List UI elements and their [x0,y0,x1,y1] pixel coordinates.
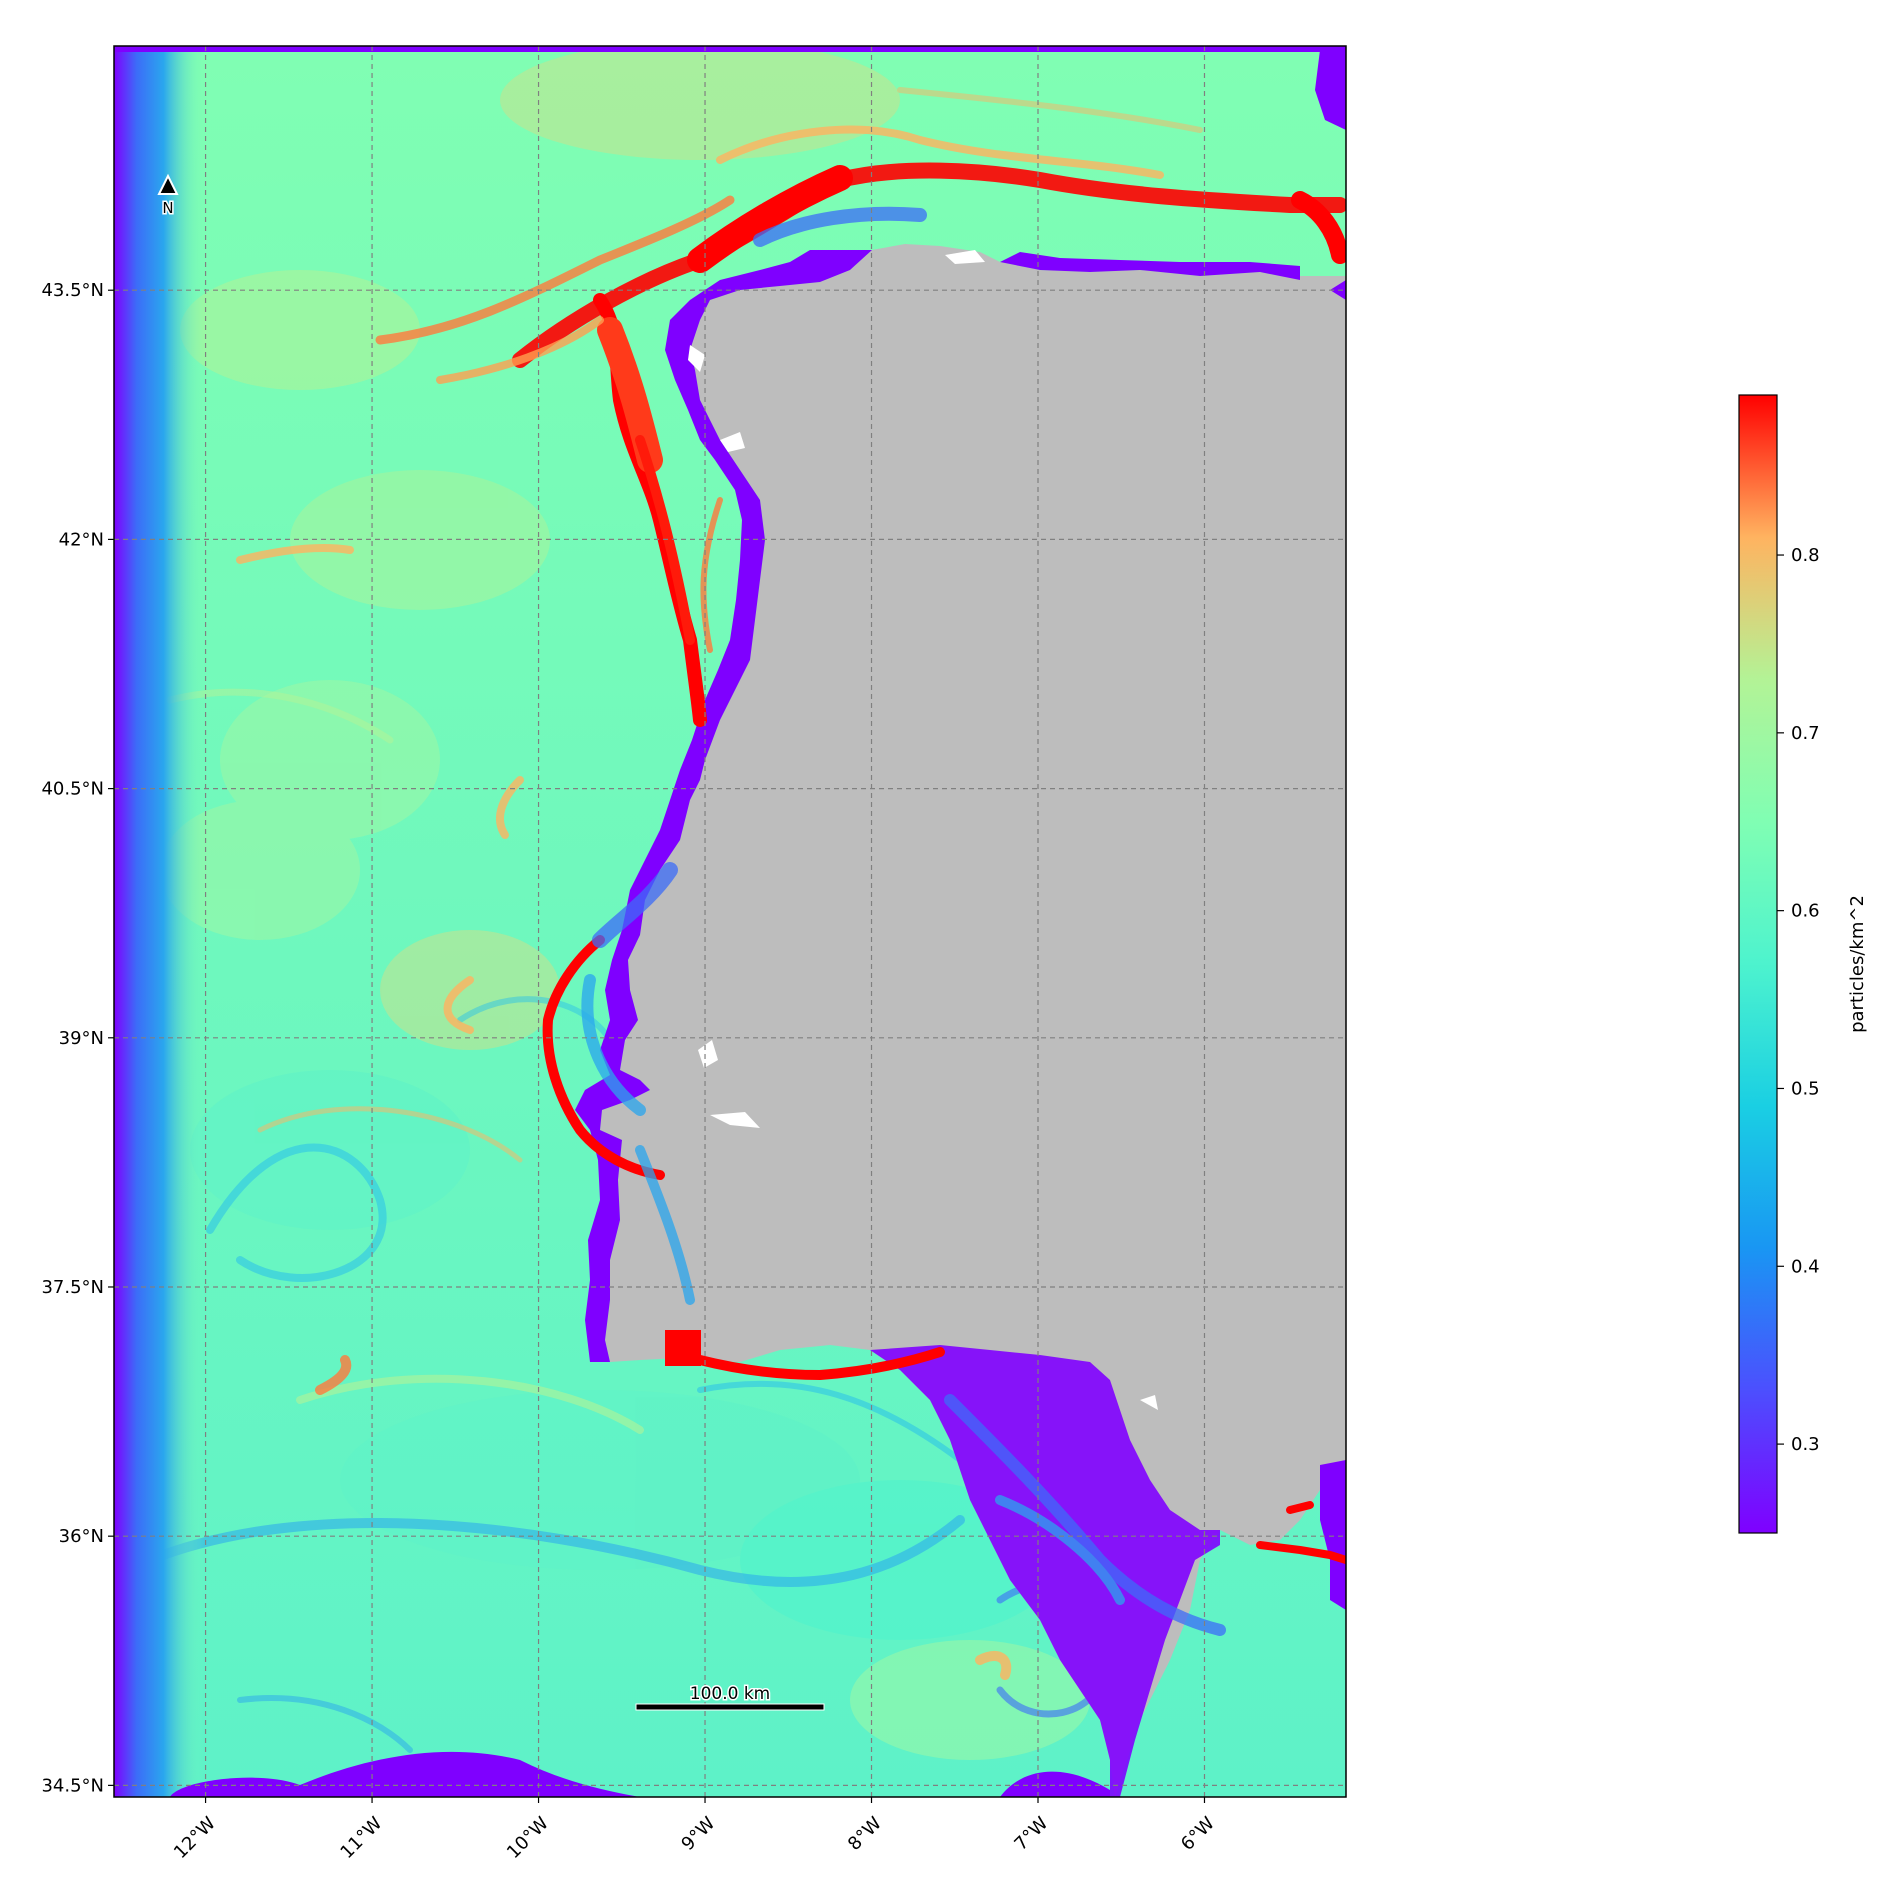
scale-bar-label: 100.0 km [690,1684,770,1704]
colorbar-gradient [1738,394,1778,1534]
colorbar-tick-label: 0.4 [1791,1256,1820,1277]
iberian-peninsula-land [600,244,1346,1797]
north-arrow: N [157,173,179,219]
ocean-texture [160,46,1090,1760]
lon-tick-label: 11°W [336,1813,386,1863]
latitude-axis: 43.5°N 42°N 40.5°N 39°N 37.5°N 36°N 34.5°N [41,280,114,1796]
map-frame [113,45,1347,1798]
lat-tick-label: 40.5°N [41,779,104,800]
colorbar-tick-label: 0.5 [1791,1078,1820,1099]
lon-tick-label: 7°W [1010,1813,1052,1855]
estuary-marks [688,250,1158,1410]
northern-edge-band [114,46,1346,52]
colorbar-tick-label: 0.7 [1791,723,1820,744]
scale-bar: 100.0 km [635,1683,825,1711]
nearshore-transition [581,206,1226,1636]
colorbar-tick-label: 0.8 [1791,545,1820,566]
lat-tick-label: 42°N [59,529,104,550]
western-edge-band [114,46,204,1797]
longitude-axis: 12°W 11°W 10°W 9°W 8°W 7°W 6°W [170,1797,1219,1863]
lat-tick-label: 34.5°N [41,1775,104,1796]
colorbar-label: particles/km^2 [1847,895,1868,1033]
colorbar: 0.3 0.4 0.5 0.6 0.7 0.8 particles/km^2 [1738,394,1868,1534]
scale-bar-line [635,1703,825,1711]
lat-tick-label: 43.5°N [41,280,104,301]
north-arrow-label: N [162,199,173,217]
coastal-high-density-front [512,162,1346,1564]
north-arrow-icon [157,173,179,195]
lat-tick-label: 36°N [59,1526,104,1547]
colorbar-tick-label: 0.6 [1791,901,1820,922]
lon-tick-label: 12°W [170,1813,220,1863]
lon-tick-label: 8°W [844,1813,886,1855]
lon-tick-label: 6°W [1177,1813,1219,1855]
colorbar-ticks: 0.3 0.4 0.5 0.6 0.7 0.8 [1777,545,1820,1455]
colorbar-tick-label: 0.3 [1791,1434,1820,1455]
map-panel [114,46,1346,1797]
gridlines [114,46,1346,1797]
nearshore-low-density [575,50,1346,1797]
lon-tick-label: 9°W [677,1813,719,1855]
lat-tick-label: 37.5°N [41,1277,104,1298]
offshore-high-density-filaments [236,87,1203,1680]
lon-tick-label: 10°W [503,1813,553,1863]
lat-tick-label: 39°N [59,1028,104,1049]
